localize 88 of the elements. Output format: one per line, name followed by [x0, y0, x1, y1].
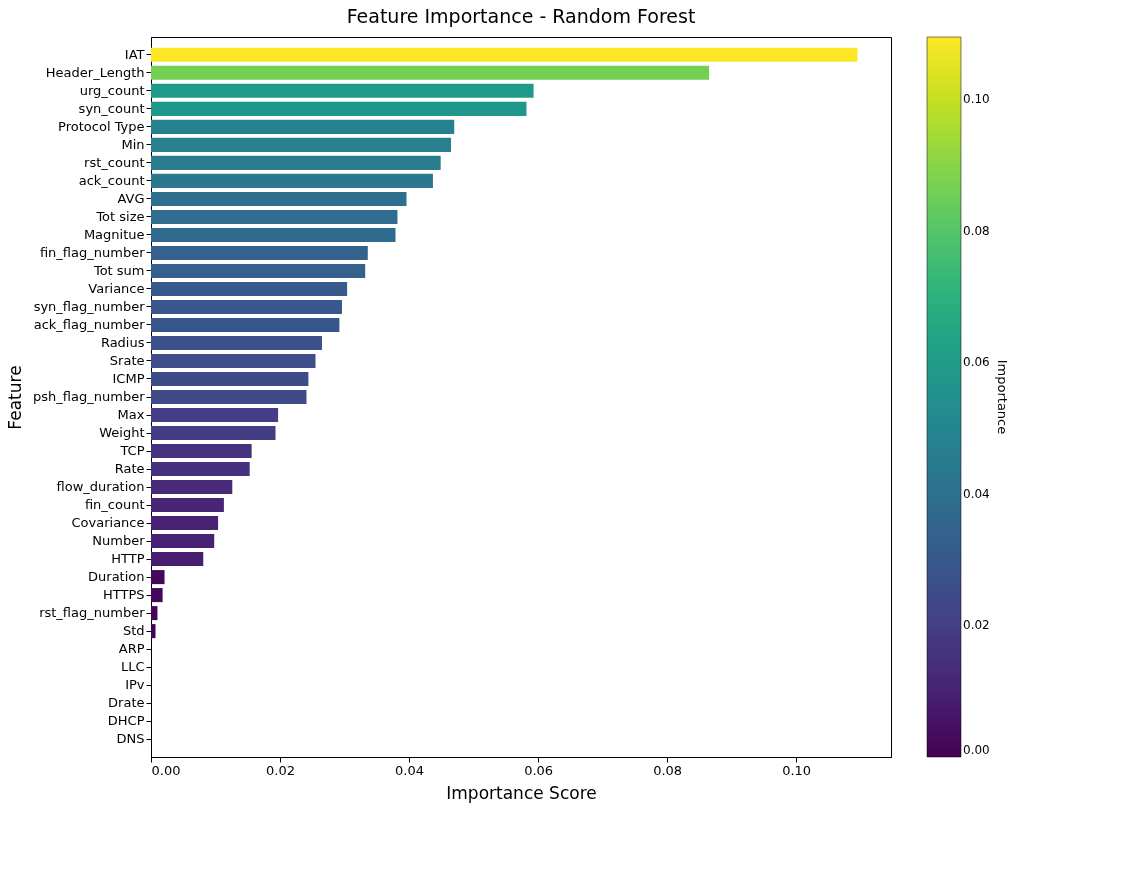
y-tick-label: ARP — [118, 641, 145, 657]
x-axis-title: Importance Score — [446, 782, 597, 803]
y-tick-label: DHCP — [107, 713, 145, 729]
y-tick-label: rst_flag_number — [39, 605, 146, 621]
bar — [151, 137, 451, 152]
bar — [151, 425, 276, 441]
bar — [151, 119, 455, 134]
y-tick-label: Variance — [88, 280, 145, 296]
bar — [151, 444, 252, 459]
y-tick-label: syn_flag_number — [33, 298, 146, 314]
x-tick-label: 0.06 — [524, 762, 554, 778]
y-tick-label: fin_count — [84, 497, 145, 513]
bar — [151, 353, 316, 369]
y-tick-label: ack_count — [78, 172, 145, 188]
y-tick-label: IAT — [124, 46, 145, 62]
bar — [151, 191, 407, 206]
y-tick-label: Number — [92, 533, 146, 549]
y-tick-label: Std — [122, 623, 145, 639]
bar — [151, 335, 322, 350]
y-tick-label: psh_flag_number — [33, 389, 146, 404]
bar — [151, 624, 156, 639]
y-tick-label: Weight — [99, 425, 145, 441]
bar — [151, 83, 534, 98]
y-tick-label: Max — [117, 407, 145, 423]
bar — [151, 389, 307, 405]
bar — [151, 371, 309, 387]
y-tick-label: ack_flag_number — [33, 316, 146, 332]
y-tick-label: DNS — [116, 731, 145, 747]
bar — [151, 245, 368, 260]
color-bar-label: 0.04 — [963, 486, 990, 501]
x-tick-label: 0.10 — [782, 762, 812, 778]
y-tick-label: HTTPS — [102, 587, 145, 603]
color-bar-label: 0.10 — [963, 92, 990, 107]
bar — [151, 281, 348, 296]
y-tick-label: Covariance — [71, 515, 145, 531]
y-tick-label: ICMP — [112, 370, 145, 386]
color-bar-label: 0.08 — [963, 223, 990, 238]
bar — [151, 480, 233, 495]
bar — [151, 498, 224, 513]
bar — [151, 263, 366, 278]
bar — [151, 462, 250, 477]
bar — [151, 317, 340, 332]
y-tick-label: Radius — [100, 334, 145, 350]
y-tick-label: TCP — [119, 443, 145, 459]
y-tick-label: LLC — [120, 659, 145, 675]
y-tick-label: IPv — [125, 677, 145, 693]
bar — [151, 227, 396, 242]
bar — [151, 155, 441, 170]
y-tick-label: HTTP — [111, 551, 145, 567]
bar — [151, 588, 163, 603]
x-tick-label: 0.00 — [151, 762, 181, 778]
color-bar-label: 0.02 — [963, 618, 990, 633]
bar — [151, 606, 158, 621]
bar — [151, 570, 165, 585]
bar — [151, 407, 279, 423]
y-axis-title: Feature — [5, 365, 26, 430]
y-tick-label: rst_count — [84, 154, 145, 170]
bar — [151, 173, 433, 188]
y-tick-label: Srate — [109, 352, 145, 368]
y-tick-label: fin_flag_number — [39, 244, 146, 260]
color-bar-label: 0.06 — [963, 355, 990, 370]
x-tick-label: 0.04 — [395, 762, 425, 778]
bar — [151, 65, 710, 80]
bar — [151, 552, 204, 567]
y-tick-label: syn_count — [78, 100, 145, 116]
y-tick-label: Duration — [88, 569, 145, 585]
y-tick-label: Min — [121, 136, 145, 152]
color-bar-label: 0.00 — [963, 743, 990, 757]
y-tick-label: Header_Length — [45, 64, 145, 80]
chart-title: Feature Importance - Random Forest — [346, 5, 696, 27]
y-tick-label: Tot sum — [92, 262, 145, 278]
y-tick-label: Tot size — [95, 208, 145, 224]
x-tick-label: 0.08 — [653, 762, 683, 778]
y-tick-label: Rate — [114, 461, 145, 477]
bar — [151, 101, 527, 116]
y-tick-label: flow_duration — [56, 479, 145, 495]
y-tick-label: AVG — [117, 190, 145, 206]
x-tick-label: 0.02 — [266, 762, 296, 778]
bar — [151, 209, 398, 224]
bar — [151, 534, 215, 549]
y-tick-label: Magnitue — [83, 226, 145, 242]
bar — [151, 516, 219, 531]
y-tick-label: urg_count — [79, 82, 145, 98]
y-tick-label: Protocol Type — [58, 118, 145, 134]
y-tick-label: Drate — [108, 695, 145, 711]
bar — [151, 47, 858, 62]
color-bar-title: Importance — [995, 359, 1010, 435]
bar — [151, 299, 342, 314]
